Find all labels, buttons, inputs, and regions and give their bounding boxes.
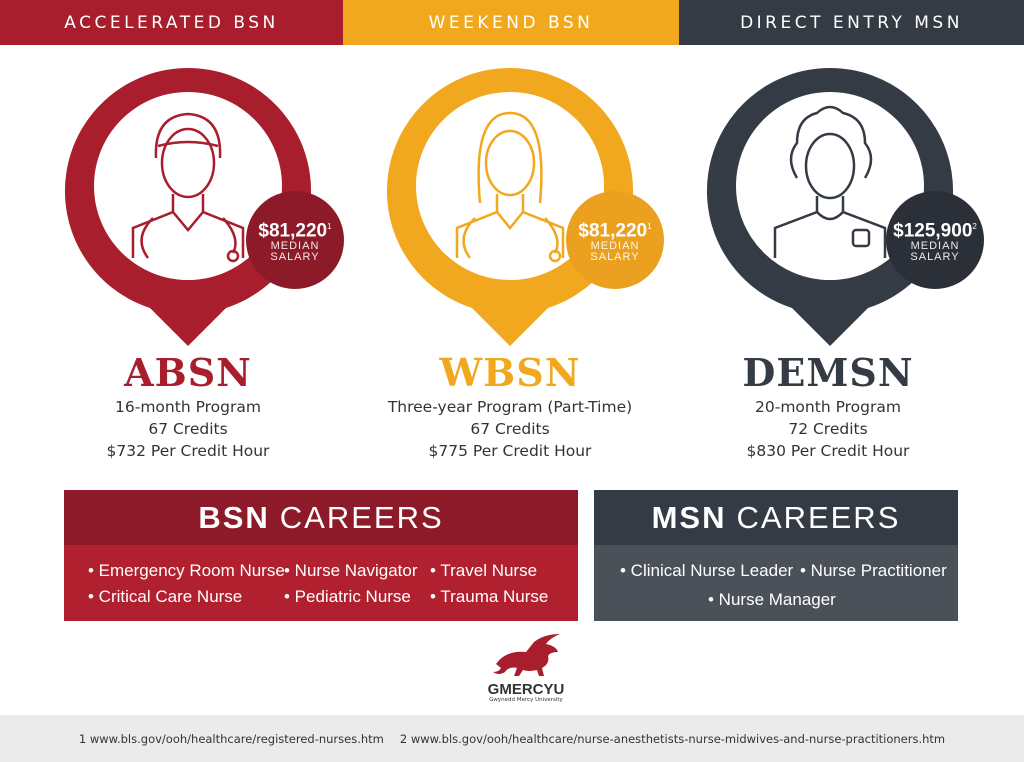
program-credits: 72 Credits xyxy=(788,420,868,438)
tab-direct-entry-msn: DIRECT ENTRY MSN xyxy=(679,0,1024,45)
program-title: ABSN xyxy=(124,350,252,395)
demsn-salary-badge: $125,9002 MEDIAN SALARY xyxy=(886,191,984,289)
wbsn-pin xyxy=(386,68,634,346)
program-length: Three-year Program (Part-Time) xyxy=(387,398,633,416)
heading-rest: CAREERS xyxy=(736,499,901,535)
absn-salary-badge: $81,2201 MEDIAN SALARY xyxy=(246,191,344,289)
wbsn-details: WBSN Three-year Program (Part-Time) 67 C… xyxy=(350,350,670,462)
logo-name: GMERCYU xyxy=(487,681,565,698)
salary-value: $81,220 xyxy=(578,220,648,242)
program-cost: $732 Per Credit Hour xyxy=(106,442,270,460)
heading-bold: BSN xyxy=(198,499,270,535)
list-item: • Nurse Practitioner xyxy=(800,561,947,580)
footnote-ref: 2 xyxy=(972,221,977,231)
tab-weekend-bsn: WEEKEND BSN xyxy=(343,0,679,45)
footnote-2: 2 www.bls.gov/ooh/healthcare/nurse-anest… xyxy=(399,731,946,746)
salary-label: SALARY xyxy=(270,251,320,264)
list-item: • Travel Nurse xyxy=(430,561,538,580)
absn-pin xyxy=(64,68,312,346)
bsn-careers-heading: BSN CAREERS xyxy=(64,490,578,545)
demsn-details: DEMSN 20-month Program 72 Credits $830 P… xyxy=(668,350,988,462)
demsn-pin xyxy=(706,68,954,346)
salary-label: MEDIAN xyxy=(910,240,960,253)
bsn-careers-box: BSN CAREERS • Emergency Room Nurse • Crit… xyxy=(64,490,578,621)
footnote-ref: 1 xyxy=(327,221,332,231)
salary-value: $81,220 xyxy=(258,220,328,242)
salary-value: $125,900 xyxy=(893,220,973,242)
tab-accelerated-bsn: ACCELERATED BSN xyxy=(0,0,343,45)
salary-label: MEDIAN xyxy=(270,240,320,253)
salary-label: SALARY xyxy=(590,251,640,264)
griffin-icon xyxy=(493,634,560,676)
msn-careers-box: MSN CAREERS • Clinical Nurse Leader • Nur… xyxy=(594,490,958,621)
program-credits: 67 Credits xyxy=(148,420,228,438)
salary-label: MEDIAN xyxy=(590,240,640,253)
footnote-ref: 1 xyxy=(647,221,652,231)
program-credits: 67 Credits xyxy=(470,420,550,438)
wbsn-salary-badge: $81,2201 MEDIAN SALARY xyxy=(566,191,664,289)
salary-label: SALARY xyxy=(910,251,960,264)
male-nurse-icon xyxy=(131,112,245,263)
list-item: • Nurse Navigator xyxy=(284,561,418,580)
msn-careers-heading: MSN CAREERS xyxy=(594,490,958,545)
curly-hair-nurse-icon xyxy=(773,105,887,258)
list-item: • Nurse Manager xyxy=(708,590,836,609)
heading-rest: CAREERS xyxy=(279,499,444,535)
list-item: • Critical Care Nurse xyxy=(88,587,243,606)
gmercyu-logo: GMERCYU Gwynedd Mercy University xyxy=(478,634,574,703)
female-nurse-icon xyxy=(455,111,565,263)
absn-details: ABSN 16-month Program 67 Credits $732 Pe… xyxy=(28,350,348,462)
logo-subtitle: Gwynedd Mercy University xyxy=(489,697,563,703)
list-item: • Emergency Room Nurse xyxy=(88,561,285,580)
program-title: WBSN xyxy=(439,350,581,395)
heading-bold: MSN xyxy=(651,499,727,535)
program-cost: $775 Per Credit Hour xyxy=(428,442,592,460)
program-cost: $830 Per Credit Hour xyxy=(746,442,910,460)
list-item: • Pediatric Nurse xyxy=(284,587,411,606)
program-length: 16-month Program xyxy=(115,398,261,416)
program-length: 20-month Program xyxy=(755,398,901,416)
footnotes: 1 www.bls.gov/ooh/healthcare/registered-… xyxy=(0,715,1024,762)
list-item: • Trauma Nurse xyxy=(430,587,549,606)
program-title: DEMSN xyxy=(742,350,914,395)
footnote-1: 1 www.bls.gov/ooh/healthcare/registered-… xyxy=(78,731,384,746)
list-item: • Clinical Nurse Leader xyxy=(620,561,794,580)
